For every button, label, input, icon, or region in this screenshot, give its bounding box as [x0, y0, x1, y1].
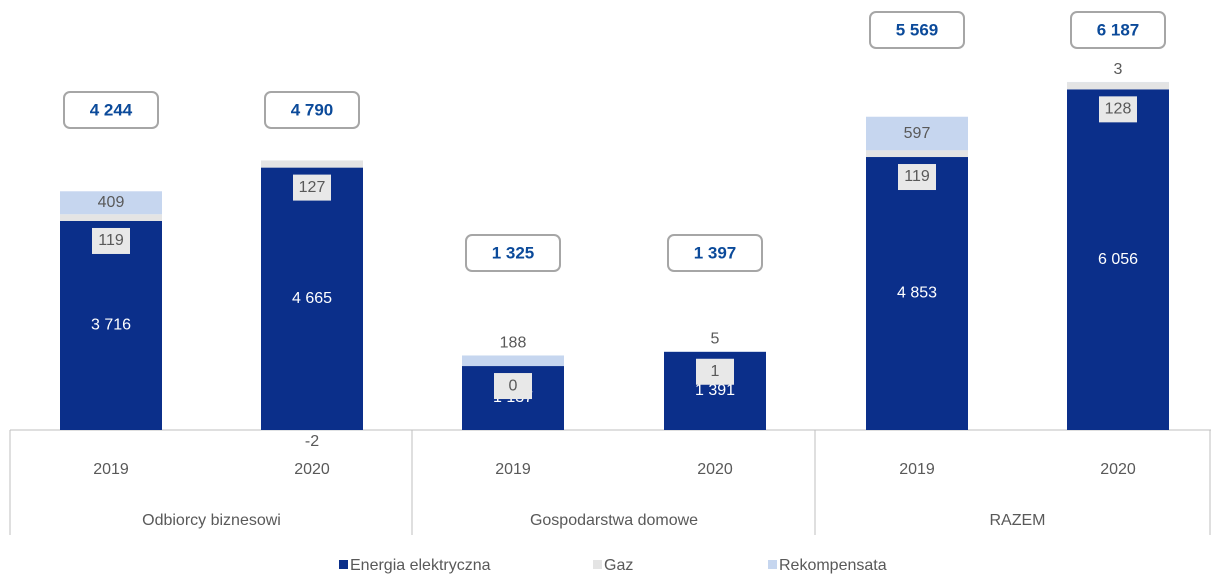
- bar-segment: [261, 167, 363, 430]
- value-label: 188: [500, 335, 527, 352]
- total-box: [1070, 11, 1166, 49]
- total-box: [465, 234, 561, 272]
- group-label: Gospodarstwa domowe: [530, 512, 698, 529]
- value-label-box: [1099, 96, 1137, 123]
- x-tick-label: 2020: [1100, 461, 1136, 478]
- bar-segment: [60, 191, 162, 215]
- value-label: 5: [711, 331, 720, 348]
- legend-label: Gaz: [604, 557, 633, 574]
- x-tick-label: 2019: [899, 461, 935, 478]
- value-label: 409: [98, 194, 125, 211]
- total-label: 4 790: [291, 100, 334, 119]
- group-label: Odbiorcy biznesowi: [142, 512, 281, 529]
- value-label: 0: [509, 377, 518, 394]
- total-box: [667, 234, 763, 272]
- bar-segment: [866, 157, 968, 431]
- value-label-box: [293, 174, 331, 201]
- value-label: -2: [305, 433, 319, 450]
- x-tick-label: 2019: [93, 461, 129, 478]
- group-label: RAZEM: [990, 512, 1046, 529]
- total-label: 1 325: [492, 243, 535, 262]
- legend-swatch: [593, 560, 602, 569]
- x-tick-label: 2019: [495, 461, 531, 478]
- legend-label: Energia elektryczna: [350, 557, 491, 574]
- total-label: 1 397: [694, 243, 737, 262]
- total-box: [63, 91, 159, 129]
- bar-segment: [866, 116, 968, 151]
- value-label: 1 391: [695, 382, 735, 399]
- value-label: 1: [711, 363, 720, 380]
- value-label: 119: [98, 232, 124, 249]
- value-label: 4 853: [897, 285, 937, 302]
- value-label: 127: [299, 179, 326, 196]
- legend-label: Rekompensata: [779, 557, 887, 574]
- value-label: 3: [1114, 61, 1123, 78]
- total-box: [869, 11, 965, 49]
- bar-segment: [1067, 82, 1169, 90]
- bar-segment: [261, 160, 363, 168]
- value-label-box: [92, 227, 130, 254]
- total-label: 5 569: [896, 20, 939, 39]
- bar-segment: [60, 220, 162, 430]
- legend-swatch: [768, 560, 777, 569]
- value-label: 597: [904, 125, 931, 142]
- value-label: 119: [904, 168, 930, 185]
- x-tick-label: 2020: [294, 461, 330, 478]
- value-label-box: [696, 358, 734, 385]
- value-label: 3 716: [91, 317, 131, 334]
- bar-segment: [1067, 89, 1169, 430]
- value-label: 4 665: [292, 290, 332, 307]
- total-label: 6 187: [1097, 20, 1140, 39]
- value-label-box: [898, 164, 936, 191]
- value-label-box: [494, 373, 532, 400]
- total-label: 4 244: [90, 100, 133, 119]
- bar-segment: [60, 214, 162, 221]
- value-label: 6 056: [1098, 251, 1138, 268]
- x-tick-label: 2020: [697, 461, 733, 478]
- bar-segment: [866, 150, 968, 158]
- bar-segment: [462, 355, 564, 367]
- value-label: 128: [1105, 101, 1132, 118]
- total-box: [264, 91, 360, 129]
- legend-swatch: [339, 560, 348, 569]
